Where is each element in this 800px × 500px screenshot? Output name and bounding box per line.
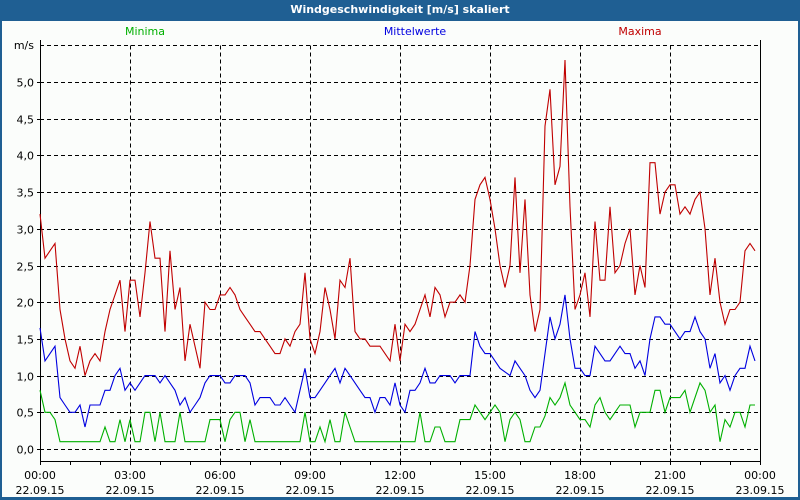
x-tick-date-label: 23.09.15 [736, 484, 785, 497]
x-tick-date-label: 22.09.15 [466, 484, 515, 497]
x-tick-time-label: 12:00 [384, 469, 416, 482]
x-tick-date-label: 22.09.15 [556, 484, 605, 497]
x-tick-date-label: 22.09.15 [286, 484, 335, 497]
x-tick-date-label: 22.09.15 [106, 484, 155, 497]
legend-entry-minima: Minima [125, 25, 165, 38]
y-tick-label: 1,5 [17, 334, 35, 347]
x-tick-time-label: 00:00 [24, 469, 56, 482]
x-tick-time-label: 00:00 [744, 469, 776, 482]
y-tick-label: 5,0 [17, 77, 35, 90]
series-lines [39, 59, 756, 444]
y-tick-label: 4,5 [17, 114, 35, 127]
legend: Minima Mittelwerte Maxima [125, 25, 662, 38]
x-tick-time-label: 03:00 [114, 469, 146, 482]
x-tick-date-label: 22.09.15 [376, 484, 425, 497]
x-tick-time-label: 06:00 [204, 469, 236, 482]
y-tick-label: 0,5 [17, 407, 35, 420]
y-tick-label: 1,0 [17, 371, 35, 384]
y-tick-label: 2,5 [17, 261, 35, 274]
y-tick-label: 2,0 [17, 297, 35, 310]
grid [40, 45, 760, 461]
x-tick-date-label: 22.09.15 [16, 484, 65, 497]
legend-entry-mittelwerte: Mittelwerte [384, 25, 447, 38]
x-tick-time-label: 15:00 [474, 469, 506, 482]
y-tick-label: 3,0 [17, 224, 35, 237]
y-axis-label: m/s [14, 39, 34, 52]
window-title: Windgeschwindigkeit [m/s] skaliert [290, 3, 510, 16]
y-tick-label: 3,5 [17, 187, 35, 200]
legend-entry-maxima: Maxima [618, 25, 661, 38]
y-tick-label: 4,0 [17, 150, 35, 163]
x-tick-time-label: 21:00 [654, 469, 686, 482]
y-tick-label: 0,0 [17, 444, 35, 457]
axes: 0,0 0,5 1,0 1,5 2,0 2,5 3,0 3,5 4,0 4,5 5,0 00:00 22… [16, 40, 785, 497]
x-tick-date-label: 22.09.15 [646, 484, 695, 497]
x-tick-time-label: 09:00 [294, 469, 326, 482]
x-tick-time-label: 18:00 [564, 469, 596, 482]
x-tick-date-label: 22.09.15 [196, 484, 245, 497]
series-line-maxima [39, 59, 756, 376]
series-line-mittelwerte [39, 294, 756, 428]
series-line-minima [39, 380, 755, 444]
